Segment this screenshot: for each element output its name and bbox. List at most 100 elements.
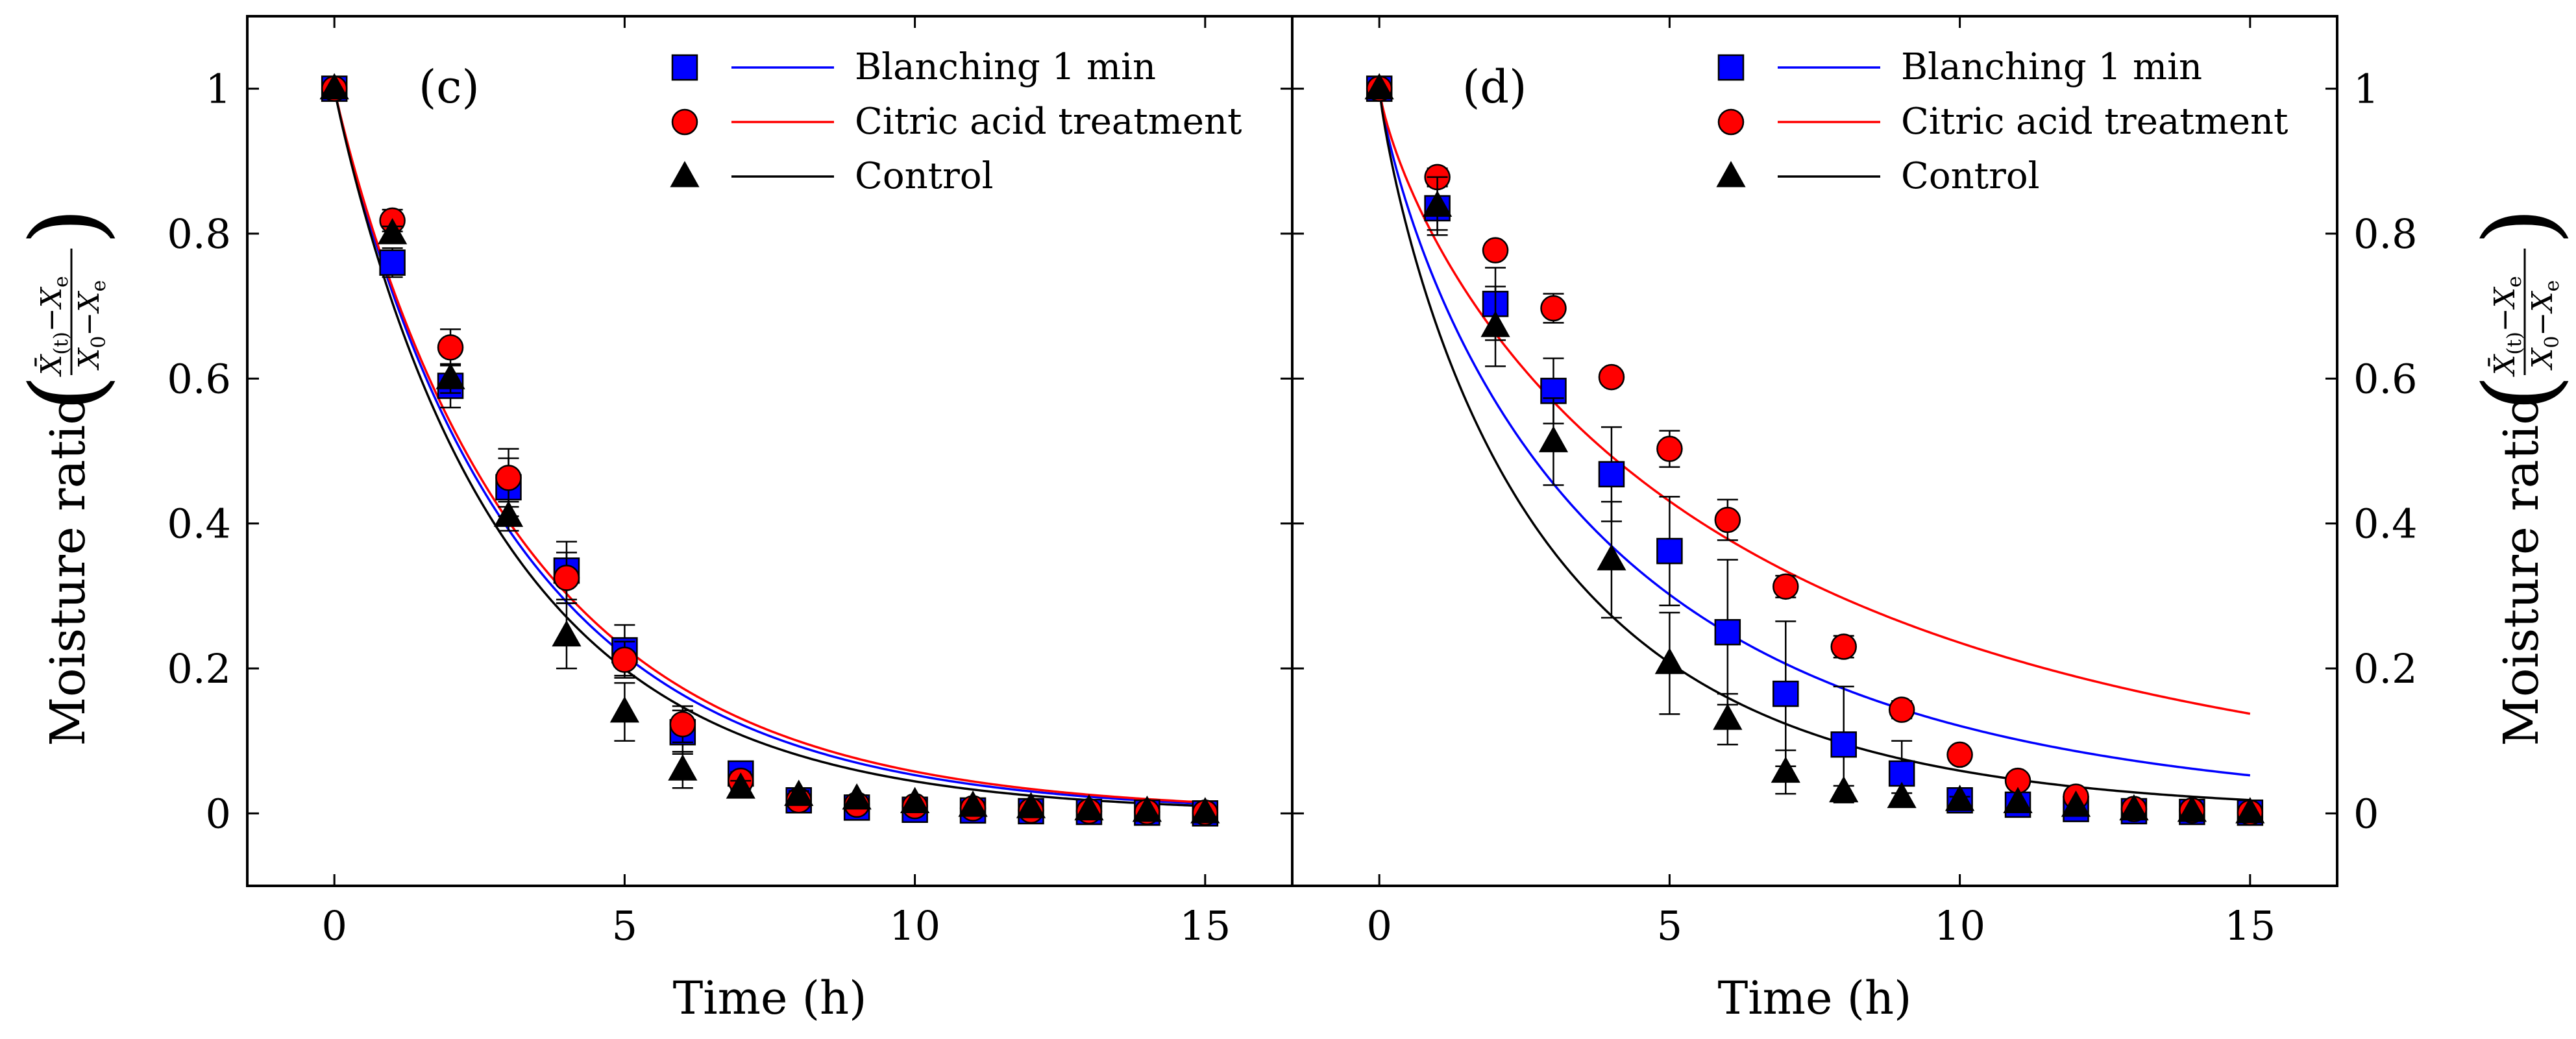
panel-c-point-circle (611, 646, 638, 673)
panel-d-ytick-label: 0.2 (2353, 645, 2418, 692)
panel-d-point-triangle (2177, 795, 2207, 822)
panel-d-ytick-label: 0 (2353, 790, 2379, 837)
panel-c-point-triangle (435, 363, 465, 389)
panel-d-point-triangle (1654, 648, 1684, 674)
panel-d-point-circle (1946, 741, 1973, 768)
panel-c-point-triangle (493, 500, 524, 527)
panel-d-point-triangle (2003, 787, 2033, 813)
panel-c-label: (c) (419, 60, 480, 114)
y-axis-label-left-text: Moisture ratio (40, 396, 96, 746)
panel-d-point-circle (1540, 295, 1567, 322)
panel-d-point-triangle (1423, 190, 1453, 217)
panel-d-ytick-label: 1 (2353, 66, 2379, 113)
panel-d-point-square (1888, 760, 1915, 787)
panel-c-ytick-label: 0.2 (167, 645, 231, 692)
panel-d-point-triangle (2061, 790, 2091, 817)
panel-d-point-triangle (2235, 797, 2265, 824)
panel-d-point-triangle (1713, 703, 1743, 730)
panel-c-legend-label: Blanching 1 min (855, 46, 1156, 88)
panel-d-xtick-label: 10 (1934, 902, 1985, 949)
y-axis-label-right-open-paren: ( (2464, 374, 2576, 412)
panel-d-xtick-label: 0 (1366, 902, 1392, 949)
panel-d-point-circle (1773, 573, 1799, 600)
panel-c-ytick-label: 0.4 (167, 500, 231, 548)
frac-right-denominator: X0−Xe (2526, 280, 2564, 371)
panel-c-plot: 0 5 10 15 0 0.2 0.4 0.6 0.8 1 (167, 16, 1292, 949)
panel-d-fit-triangle (1378, 88, 2250, 801)
panel-d-legend-marker-circle (1717, 108, 1745, 136)
panel-c-xtick-label: 10 (889, 902, 940, 949)
panel-d-xtick-label: 5 (1657, 902, 1682, 949)
y-axis-label-left-fraction: X̄(t)−Xe X0−Xe (34, 249, 110, 377)
panel-d-point-square (1714, 618, 1741, 646)
panel-d-point-triangle (2119, 794, 2149, 821)
panel-d-point-triangle (1771, 756, 1800, 783)
panel-d-ytick-label: 0.6 (2353, 355, 2418, 402)
panel-c-point-circle (495, 465, 522, 491)
panel-c-point-square (379, 249, 406, 276)
y-axis-label-left-close-paren: ) (10, 207, 123, 245)
panel-d-point-square (1598, 461, 1625, 487)
panel-c-point-triangle (726, 772, 755, 799)
panel-d-point-triangle (1887, 781, 1917, 809)
panel-c-fit-circle (333, 88, 1205, 804)
panel-d-plot: 0 5 10 15 0 0.2 0.4 0.6 0.8 1 (1292, 16, 2418, 949)
panel-c-ytick-label: 0.6 (167, 355, 231, 402)
panel-c-ytick-label: 1 (206, 66, 231, 113)
panel-d-fit-circle (1378, 88, 2251, 715)
panel-c-point-triangle (842, 783, 872, 810)
panel-d-label: (d) (1462, 60, 1527, 114)
panel-d-frame (1291, 15, 2338, 887)
panel-c-legend-marker-square (671, 54, 698, 81)
panel-c-ytick-label: 0.8 (167, 210, 231, 258)
panel-c-fit-square (333, 88, 1205, 805)
panel-d: 0 5 10 15 0 0.2 0.4 0.6 0.8 1 (d) Time (h) Blanch… (1291, 15, 2418, 1025)
panel-d-legend-label: Blanching 1 min (1901, 46, 2202, 88)
panel-c-ytick-label: 0 (206, 790, 231, 837)
panel-c-point-triangle (378, 217, 408, 245)
y-axis-label-right-text: Moisture ratio (2494, 396, 2549, 746)
y-axis-label-left-open-paren: ( (10, 374, 123, 412)
panel-d-legend-marker-square (1717, 54, 1745, 81)
panel-d-point-square (1830, 731, 1857, 758)
panel-d-point-square (1656, 537, 1683, 565)
panel-c-xtick-label: 5 (612, 902, 637, 949)
panel-d-point-circle (1888, 696, 1915, 723)
panel-d-point-circle (1482, 237, 1509, 263)
panel-d-point-triangle (1829, 776, 1859, 803)
panel-d-point-triangle (1538, 426, 1569, 452)
panel-c-point-triangle (958, 790, 988, 817)
panel-d-legend-label: Control (1901, 155, 2040, 197)
panel-c-point-triangle (1074, 794, 1104, 821)
panel-d-point-circle (1598, 363, 1625, 391)
panel-c-point-triangle (319, 73, 349, 100)
panel-d-fit-square (1378, 88, 2251, 777)
panel-d-legend-marker-triangle (1716, 160, 1746, 188)
y-axis-label-right: Moisture ratio ( X̄(t)−Xe X0−Xe ) (2464, 207, 2576, 746)
panel-c-point-triangle (1190, 797, 1220, 824)
panel-d-point-circle (1656, 435, 1683, 462)
frac-left-numerator: X̄(t)−Xe (34, 276, 73, 377)
panel-c-xtick-label: 0 (321, 902, 347, 949)
y-axis-label-left: Moisture ratio ( X̄(t)−Xe X0−Xe ) (10, 207, 123, 746)
panel-c-point-circle (553, 565, 580, 591)
panel-d-legend-label: Citric acid treatment (1901, 101, 2288, 143)
panel-c-legend-marker-triangle (670, 160, 700, 188)
panel-c-point-triangle (552, 620, 582, 647)
panel-d-point-triangle (1945, 785, 1975, 811)
panel-c-point-circle (437, 334, 464, 361)
panel-c-point-triangle (784, 779, 814, 806)
panel-d-point-square (1773, 680, 1799, 707)
y-axis-label-right-fraction: X̄(t)−Xe X0−Xe (2487, 249, 2564, 377)
panel-c-frame (246, 15, 1294, 887)
panel-c: 0 5 10 15 0 0.2 0.4 0.6 0.8 1 (c) Time (h) Blanch… (167, 15, 1294, 1025)
panel-c-legend-marker-circle (671, 108, 698, 136)
panel-d-point-triangle (1364, 73, 1394, 100)
panel-c-point-triangle (900, 787, 930, 813)
panel-d-ytick-label: 0.4 (2353, 500, 2418, 548)
frac-left-denominator: X0−Xe (73, 280, 110, 371)
panel-d-point-circle (1714, 506, 1741, 533)
panel-c-point-triangle (1132, 795, 1162, 822)
panel-d-xlabel: Time (h) (1718, 972, 1912, 1025)
